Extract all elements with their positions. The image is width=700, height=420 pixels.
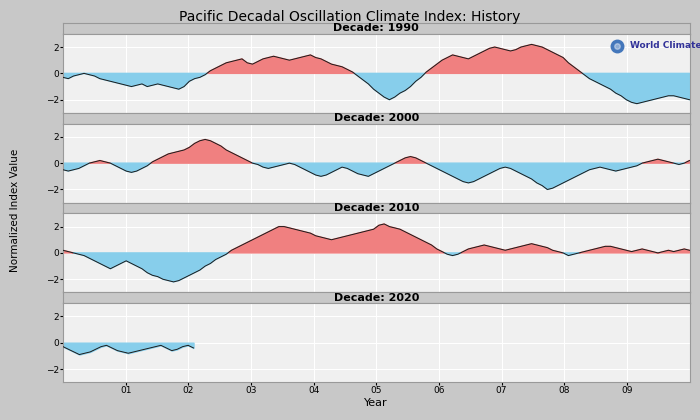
Text: Decade: 2010: Decade: 2010 <box>334 203 419 213</box>
Text: Normalized Index Value: Normalized Index Value <box>10 148 20 272</box>
Text: Decade: 2000: Decade: 2000 <box>334 113 419 123</box>
Text: World Climate Service: World Climate Service <box>630 41 700 50</box>
Text: Decade: 2020: Decade: 2020 <box>334 293 419 303</box>
X-axis label: Year: Year <box>365 398 388 408</box>
Text: Decade: 1990: Decade: 1990 <box>333 24 419 34</box>
Text: Pacific Decadal Oscillation Climate Index: History: Pacific Decadal Oscillation Climate Inde… <box>179 10 521 24</box>
